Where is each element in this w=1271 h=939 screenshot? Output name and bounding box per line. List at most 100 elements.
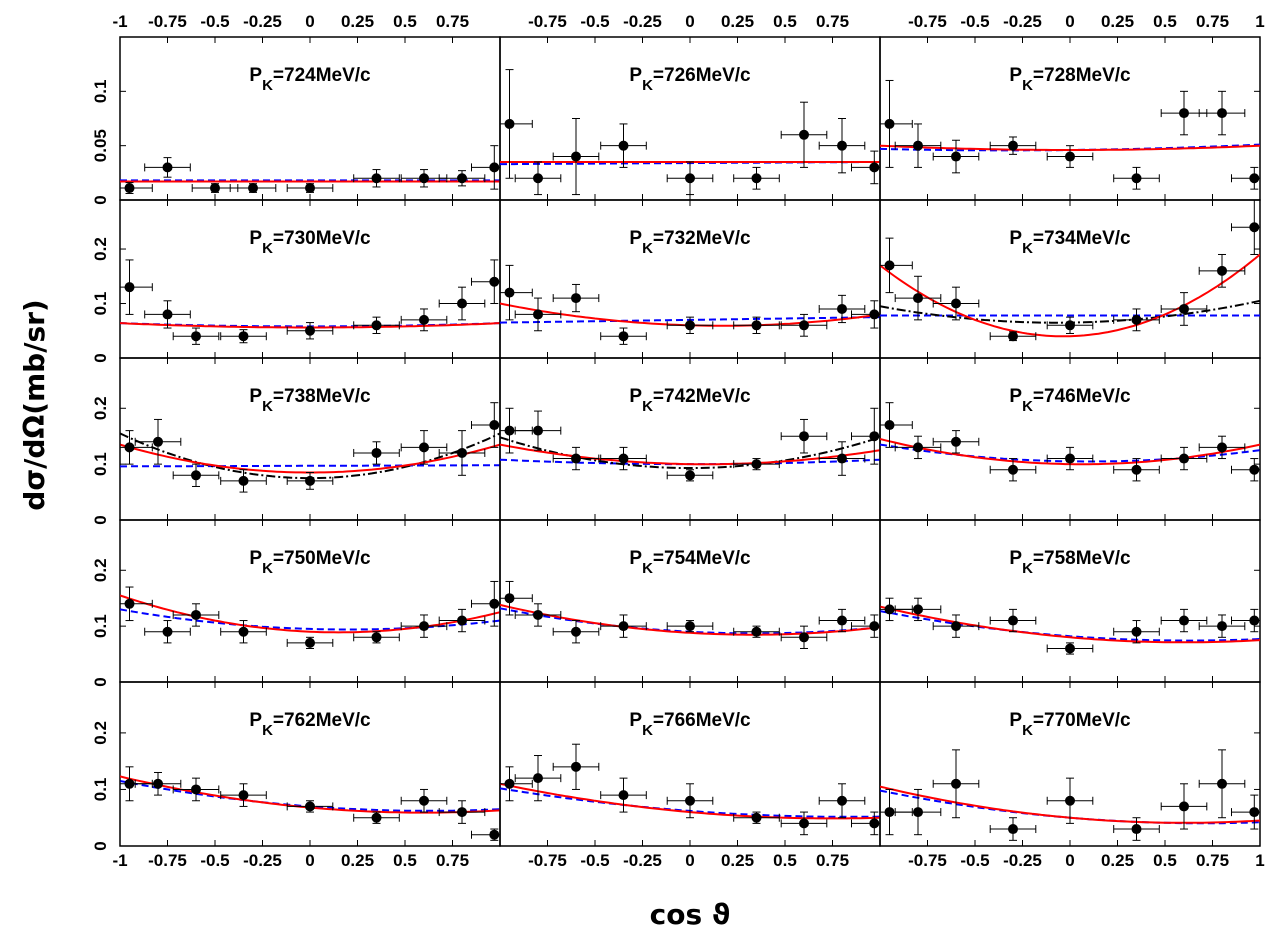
data-point [305,325,315,336]
x-tick-label: 0.25 [341,12,374,31]
data-point [1217,108,1227,119]
data-point [799,431,809,442]
data-point [124,442,135,453]
panel-frame [119,681,501,847]
x-tick-label: 0 [1065,851,1074,870]
data-point [124,183,135,194]
x-tick-label: 0.5 [393,12,417,31]
x-tick-label: 0 [685,851,694,870]
data-point [371,632,382,643]
panel-frame [499,199,881,359]
data-point [571,626,581,637]
data-point [238,331,249,342]
x-tick-label: 0.25 [721,12,754,31]
data-point [618,621,629,632]
data-point [618,790,629,801]
data-point [191,331,201,342]
data-point [751,812,762,823]
data-point [913,604,923,615]
y-tick-label: 0.2 [91,237,110,261]
data-point [371,812,382,823]
y-axis-title: dσ/dΩ(mb/sr) [18,299,51,510]
panel-frame [499,681,881,847]
panel-frame [879,36,1261,201]
data-point [869,431,880,442]
panel-label: PK=754MeV/c [629,548,751,577]
panel-724: 0 0.05 0.1 PK=724MeV/c [91,36,501,205]
data-point [124,778,135,789]
data-point [489,276,500,287]
data-point [951,298,961,309]
x-tick-label: -0.75 [528,12,567,31]
x-tick-label: 0.75 [436,12,469,31]
data-point [571,293,581,304]
data-point [571,761,581,772]
panel-label: PK=728MeV/c [1009,65,1131,94]
panel-766: PK=766MeV/c [499,681,881,847]
data-point [685,621,695,632]
x-tick-label: -0.75 [908,12,947,31]
y-tick-label: 0 [91,353,110,362]
data-point [1249,464,1260,475]
x-tick-label: 0.25 [1101,851,1134,870]
data-point [618,331,629,342]
panel-label: PK=730MeV/c [249,228,371,257]
data-point [1065,643,1075,654]
panel-770: PK=770MeV/c [879,681,1261,847]
data-point [504,425,515,436]
data-point [1249,173,1260,184]
panel-738: 0 0.1 0.2 PK=738MeV/c [91,357,501,525]
data-point [799,632,809,643]
panel-label: PK=762MeV/c [249,710,371,739]
x-tick-label: 0.75 [1196,851,1229,870]
x-tick-label: -1 [112,851,127,870]
x-tick-label: 0.75 [1196,12,1229,31]
x-tick-label: 0.5 [393,851,417,870]
data-point [457,447,467,458]
data-point [162,626,173,637]
data-point [162,309,173,320]
data-point [457,615,467,626]
data-point [1249,222,1260,233]
x-tick-label: -0.25 [623,12,662,31]
x-tick-label: -1 [112,12,127,31]
data-point [1217,442,1227,453]
data-point [533,309,543,320]
data-point [1131,314,1142,325]
data-point [1131,173,1142,184]
solid-curve [120,594,500,634]
x-tick-label: 0.5 [773,851,797,870]
panel-728: PK=728MeV/c [879,36,1261,201]
data-point [1179,801,1189,812]
data-point [419,442,429,453]
data-point [533,425,543,436]
y-tick-label: 0 [91,195,110,204]
panel-frame [499,357,881,521]
data-point [1179,303,1189,314]
x-tick-label: 0.5 [1153,12,1177,31]
data-point [153,778,163,789]
data-point [1179,453,1189,464]
data-point [1131,824,1142,835]
data-point [1217,778,1227,789]
data-point [457,173,467,184]
panel-label: PK=770MeV/c [1009,710,1131,739]
data-point [153,436,163,447]
y-tick-label: 0.1 [91,80,110,104]
data-point [1217,265,1227,276]
panel-label: PK=732MeV/c [629,228,751,257]
x-tick-label: -0.75 [148,851,187,870]
data-point [1249,807,1260,818]
data-point [371,320,382,331]
y-tick-label: 0.1 [91,452,110,476]
data-point [238,626,249,637]
data-point [884,807,895,818]
x-tick-label: 1 [1255,12,1264,31]
data-point [913,442,923,453]
dashed-curve [880,610,1260,642]
data-point [1249,615,1260,626]
x-tick-label: -0.5 [200,851,229,870]
y-tick-label: 0.1 [91,292,110,316]
panel-746: PK=746MeV/c [879,357,1261,521]
x-tick-label: -0.5 [960,12,989,31]
